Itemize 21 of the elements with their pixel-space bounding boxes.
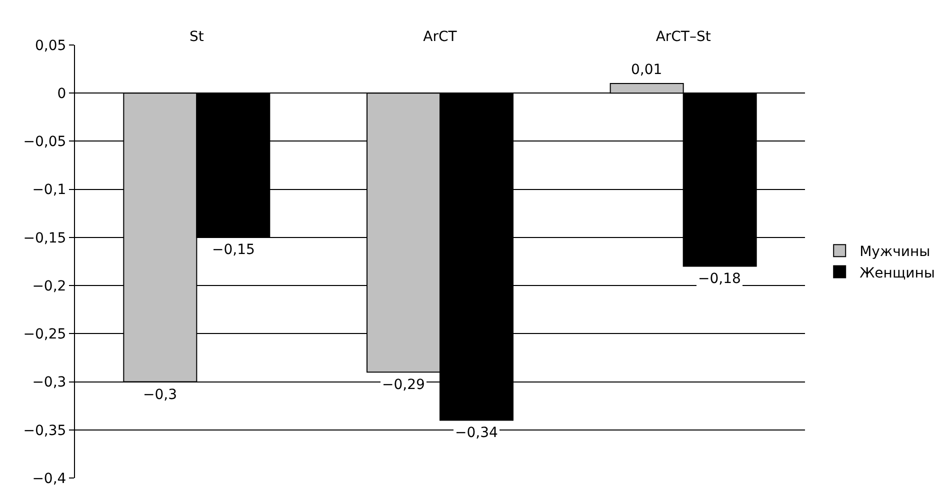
- x-tick-label: ArCT–St: [656, 29, 712, 46]
- y-tick-label: −0,25: [23, 326, 66, 343]
- y-tick-label: −0,05: [23, 134, 66, 150]
- data-label: 0,01: [631, 62, 662, 78]
- y-tick-label: −0,15: [23, 230, 66, 246]
- y-tick-label: 0,05: [35, 38, 66, 54]
- data-label: −0,18: [698, 271, 741, 287]
- y-tick-label: −0,2: [32, 278, 66, 294]
- data-label: −0,29: [382, 377, 425, 393]
- legend-label: Мужчины: [860, 244, 930, 260]
- y-tick-label: −0,35: [23, 422, 66, 439]
- data-label: −0,34: [455, 425, 498, 441]
- legend-label: Женщины: [860, 265, 935, 282]
- x-tick-label: ArCT: [423, 29, 458, 46]
- x-tick-label: St: [189, 29, 204, 46]
- data-label: −0,3: [143, 387, 177, 403]
- y-tick-label: −0,3: [32, 374, 66, 391]
- y-tick-label: 0: [57, 86, 66, 102]
- y-tick-label: −0,1: [32, 182, 66, 198]
- y-tick-label: −0,4: [32, 470, 66, 487]
- data-label: −0,15: [212, 242, 255, 258]
